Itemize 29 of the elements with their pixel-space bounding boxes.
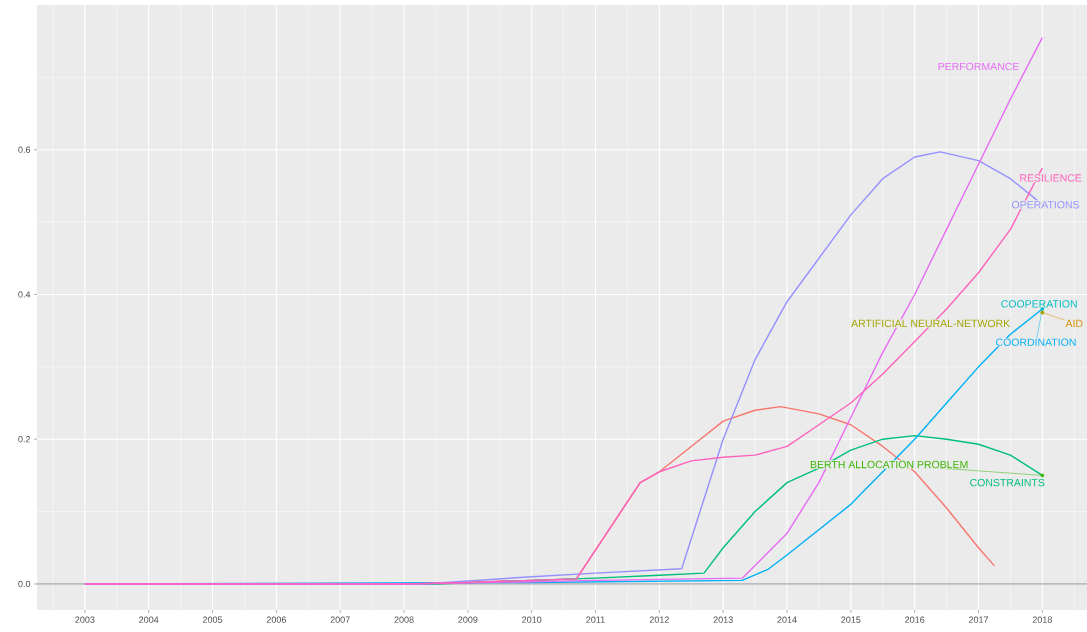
y-tick-label: 0.6: [18, 146, 31, 153]
x-tick-label: 2007: [330, 616, 350, 623]
x-tick-label: 2010: [522, 616, 542, 623]
x-tick-label: 2017: [968, 616, 989, 623]
x-tick-label: 2004: [139, 616, 159, 623]
text: BERTH ALLOCATION PROBLEM: [810, 460, 968, 469]
x-tick-label: 2008: [394, 616, 414, 623]
series-label: RESILIENCE: [1020, 174, 1082, 182]
x-tick-label: 2016: [905, 616, 925, 623]
series-label: PERFORMANCE: [938, 62, 1019, 71]
x-tick-label: 2015: [841, 616, 861, 623]
series-label: CONSTRAINTS: [970, 478, 1045, 487]
x-tick-label: 2009: [458, 616, 478, 623]
x-tick-label: 2014: [777, 616, 797, 623]
x-tick-label: 2013: [713, 616, 733, 623]
text: ARTIFICIAL NEURAL-NETWORK: [851, 319, 1011, 328]
series-label: COORDINATION: [996, 338, 1076, 346]
text: AID: [1065, 319, 1083, 328]
x-tick-label: 2018: [1032, 616, 1052, 623]
x-tick-label: 2012: [649, 616, 669, 623]
x-tick-label: 2006: [266, 616, 286, 623]
y-tick-label: 0.0: [18, 580, 31, 588]
y-tick-label: 0.4: [18, 291, 31, 298]
x-tick-label: 2003: [75, 616, 95, 623]
series-label: COOPERATION: [1001, 300, 1077, 308]
x-tick-label: 2005: [202, 616, 223, 623]
x-tick-label: 2011: [586, 616, 605, 623]
series-label: OPERATIONS: [1011, 201, 1080, 209]
y-tick-label: 0.2: [18, 436, 31, 443]
